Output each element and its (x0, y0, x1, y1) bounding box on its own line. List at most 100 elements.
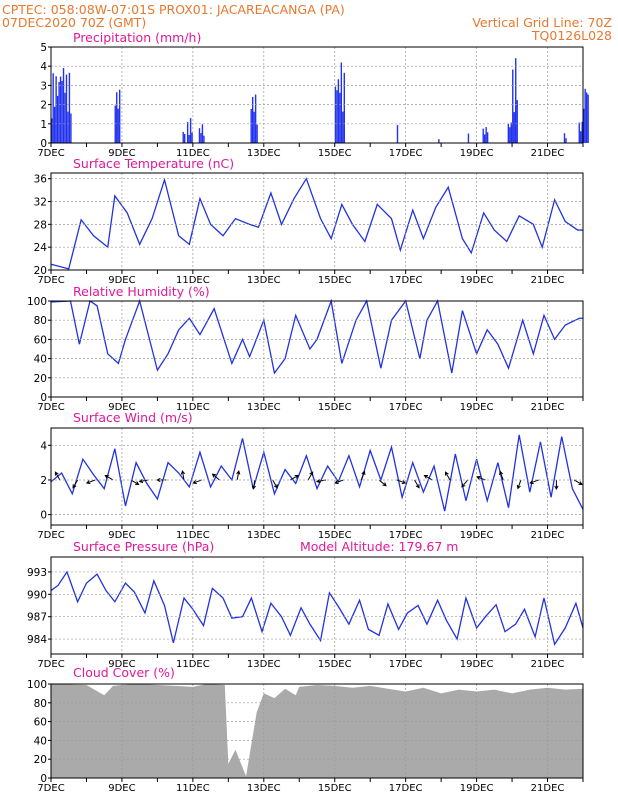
x-tick-label: 7DEC (37, 659, 64, 670)
y-tick-label: 3 (40, 80, 47, 92)
x-tick-label: 11DEC (176, 402, 210, 413)
x-tick-label: 21DEC (531, 402, 565, 413)
precip-bar (334, 86, 337, 143)
wind-arrowhead (461, 483, 466, 488)
wind-arrow (461, 479, 469, 488)
wind-arrow (573, 479, 583, 485)
wind-arrow (72, 479, 79, 489)
wind-arrow (252, 479, 256, 489)
precip-bar (200, 133, 202, 143)
precip-bar (59, 76, 62, 143)
precip-bar (578, 122, 580, 143)
wind-arrowhead (415, 484, 420, 489)
wind-arrow (236, 471, 240, 481)
x-tick-label: 21DEC (531, 148, 565, 159)
wind-arrowhead (54, 471, 59, 476)
x-tick-label: 15DEC (318, 530, 352, 541)
y-tick-label: 32 (34, 197, 47, 209)
x-tick-label: 15DEC (318, 275, 352, 286)
series-line (50, 177, 583, 270)
x-tick-label: 9DEC (108, 402, 135, 413)
y-tick-label: 0 (40, 392, 47, 404)
precip-bar (253, 111, 255, 143)
x-tick-label: 21DEC (531, 659, 565, 670)
y-tick-label: 60 (34, 717, 47, 729)
precip-bar (336, 90, 338, 143)
precip-bar (342, 111, 344, 143)
x-tick-label: 13DEC (247, 148, 281, 159)
wind-arrowhead (85, 480, 91, 485)
cloud-cover-title: Cloud Cover (%) (73, 665, 175, 680)
precip-bar (67, 111, 69, 143)
precip-title: Precipitation (mm/h) (73, 30, 201, 45)
wind-arrowhead (211, 473, 217, 478)
y-tick-label: 36 (34, 174, 48, 186)
x-tick-label: 15DEC (318, 402, 352, 413)
x-tick-label: 9DEC (108, 783, 135, 794)
y-tick-label: 990 (27, 589, 47, 601)
x-tick-label: 9DEC (108, 659, 135, 670)
panel-3: 0 2 4 7DEC 9DEC 11DEC 13DEC 15DEC 17DEC 19DEC 21DE… (37, 427, 584, 541)
wind-arrowhead (382, 482, 387, 487)
precip-bar (584, 88, 586, 143)
header-station-line: CPTEC: 058:08W-07:01S PROX01: JACAREACAN… (2, 2, 345, 17)
wind-arrow (290, 475, 299, 481)
precip-bar (182, 131, 184, 143)
header-run-date: 07DEC2020 70Z (GMT) (2, 15, 146, 30)
temperature-title: Surface Temperature (nC) (73, 156, 234, 171)
wind-arrowhead (423, 474, 428, 479)
wind-arrowhead (476, 475, 481, 480)
header-model-code: TQ0126L028 (531, 28, 612, 43)
x-tick-label: 17DEC (389, 530, 423, 541)
header-grid-line-note: Vertical Grid Line: 70Z (472, 15, 612, 30)
precip-bar (188, 135, 190, 143)
x-tick-label: 21DEC (531, 783, 565, 794)
wind-arrowhead (138, 478, 144, 484)
series-line (50, 298, 583, 375)
x-tick-label: 13DEC (247, 659, 281, 670)
x-tick-label: 15DEC (318, 783, 352, 794)
wind-arrowhead (192, 480, 197, 485)
y-tick-label: 4 (40, 440, 47, 452)
wind-arrowhead (444, 471, 449, 476)
x-tick-label: 19DEC (460, 783, 494, 794)
wind-arrowhead (361, 470, 366, 476)
wind-arrowhead (180, 470, 186, 475)
x-tick-label: 13DEC (247, 275, 281, 286)
precip-bar (114, 105, 116, 143)
y-tick-label: 80 (34, 315, 47, 327)
panel-2: 0 20 40 60 80 100 7DEC 9DEC 11DEC 13DEC 15DEC 17DEC… (27, 296, 584, 413)
panel-4: 984 987 990 993 7DEC 9DEC 11DEC 13DEC 15DEC 17DEC… (27, 556, 584, 670)
wind-arrow (193, 479, 202, 484)
precip-bar (55, 76, 57, 143)
wind-arrowhead (273, 484, 278, 489)
cloud-cover-area (51, 684, 583, 778)
y-tick-label: 2 (40, 475, 47, 487)
precip-bar (483, 134, 486, 143)
precip-bar (201, 124, 204, 143)
precip-bar (118, 89, 121, 143)
y-tick-label: 0 (40, 773, 47, 785)
wind-arrow (86, 479, 96, 484)
y-tick-label: 60 (34, 334, 47, 346)
x-tick-label: 17DEC (389, 402, 423, 413)
x-tick-label: 7DEC (37, 148, 64, 159)
wind-arrow (360, 471, 365, 481)
wind-arrow (54, 471, 61, 481)
y-tick-label: 0 (40, 138, 47, 150)
y-tick-label: 40 (34, 735, 47, 747)
wind-arrow (517, 479, 522, 489)
x-tick-label: 19DEC (460, 530, 494, 541)
wind-title: Surface Wind (m/s) (73, 410, 193, 425)
wind-arrow (130, 479, 139, 485)
precip-bar (117, 108, 119, 143)
wind-arrow (307, 471, 314, 481)
wind-arrowhead (104, 474, 109, 479)
humidity-title: Relative Humidity (%) (73, 284, 210, 299)
precip-bar (516, 100, 518, 143)
x-tick-label: 19DEC (460, 659, 494, 670)
x-tick-label: 7DEC (37, 783, 64, 794)
wind-arrow (105, 475, 114, 481)
precip-bar (509, 127, 511, 143)
